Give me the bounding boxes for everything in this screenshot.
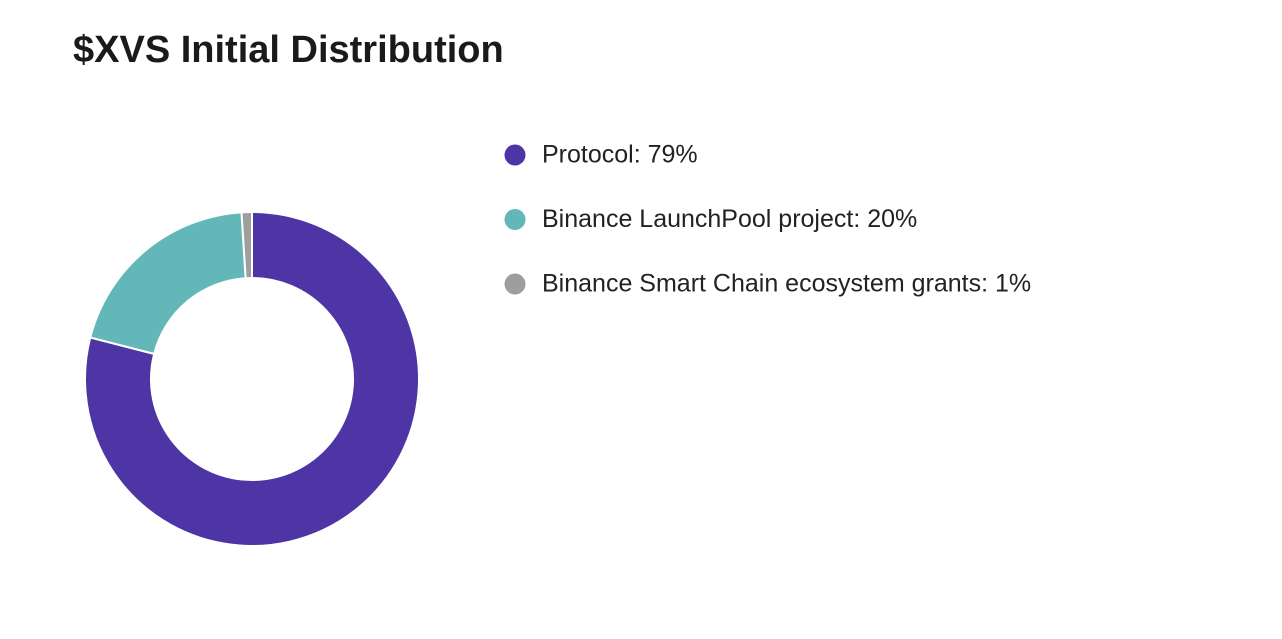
legend-swatch	[504, 209, 526, 230]
legend-label: Protocol: 79%	[542, 141, 698, 169]
donut-slice	[89, 211, 247, 356]
legend-swatch	[504, 144, 526, 166]
legend-label: Binance LaunchPool project: 20%	[542, 205, 917, 233]
legend-swatch	[504, 273, 526, 295]
chart-title: $XVS Initial Distribution	[73, 29, 504, 71]
donut-slice	[240, 210, 253, 280]
donut-slice	[84, 210, 420, 547]
legend-label: Binance Smart Chain ecosystem grants: 1%	[542, 270, 1031, 298]
